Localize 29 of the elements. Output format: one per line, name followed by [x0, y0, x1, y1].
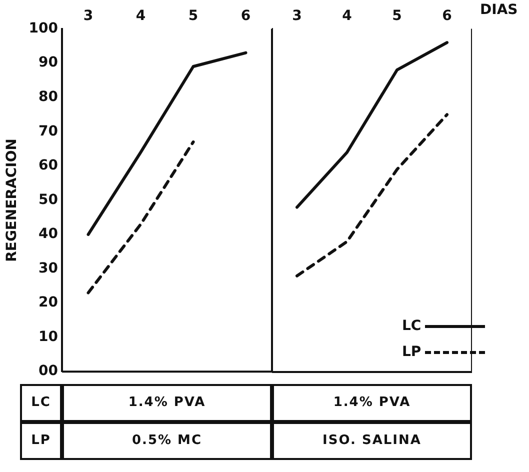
legend-label: LP: [402, 344, 422, 360]
x-tick-label: 3: [292, 8, 302, 24]
x-tick-label: 3: [83, 8, 94, 24]
y-tick-label: 60: [38, 158, 58, 174]
y-tick-label: 10: [38, 328, 58, 345]
x-tick-label: 4: [136, 8, 146, 24]
text: ISO. SALINA: [272, 422, 472, 460]
y-tick-label: 00: [38, 363, 58, 380]
y-tick-label: 20: [38, 294, 58, 311]
legend-label: LC: [402, 318, 422, 334]
y-axis-title: REGENERACION: [4, 138, 20, 262]
y-tick-label: 90: [38, 54, 58, 71]
x-tick-label: 5: [392, 8, 402, 24]
x-tick-label: 5: [188, 8, 198, 24]
text: 0.5% MC: [62, 422, 272, 460]
text: LP: [20, 422, 62, 460]
x-tick-label: 4: [342, 8, 352, 24]
y-tick-label: 50: [38, 192, 58, 208]
y-tick-label: 70: [38, 123, 58, 140]
text: LC: [20, 384, 62, 422]
x-tick-label: 6: [442, 8, 452, 24]
y-tick-label: 80: [38, 89, 58, 105]
y-tick-label: 30: [38, 260, 58, 276]
x-axis-title: DIAS: [480, 2, 518, 18]
x-tick-label: 6: [240, 8, 251, 24]
text: 1.4% PVA: [272, 384, 472, 422]
y-tick-label: 100: [28, 20, 58, 36]
text: 1.4% PVA: [62, 384, 272, 422]
y-tick-label: 40: [38, 226, 58, 242]
